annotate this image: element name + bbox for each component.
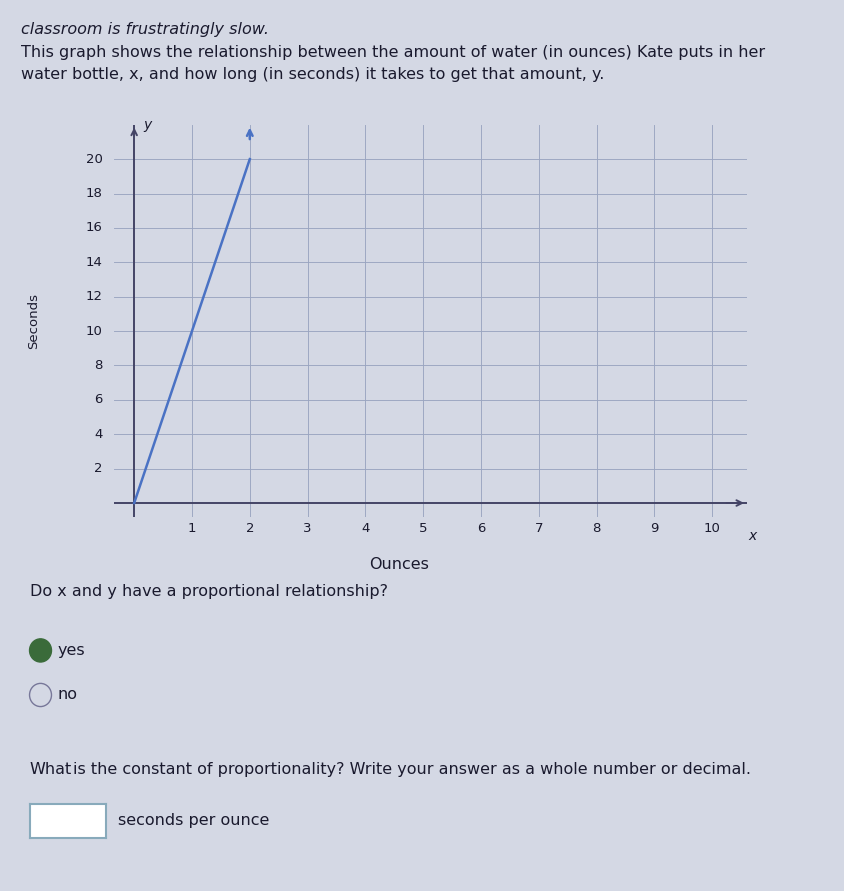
- Text: 4: 4: [361, 522, 370, 535]
- Text: 16: 16: [85, 221, 102, 234]
- Text: 6: 6: [477, 522, 485, 535]
- Text: 18: 18: [85, 187, 102, 200]
- Text: Do x and y have a proportional relationship?: Do x and y have a proportional relations…: [30, 584, 387, 599]
- Text: 5: 5: [419, 522, 427, 535]
- Text: 12: 12: [85, 290, 102, 303]
- Text: x: x: [749, 529, 757, 543]
- Text: Seconds: Seconds: [27, 293, 41, 348]
- Text: 8: 8: [592, 522, 601, 535]
- Circle shape: [30, 639, 51, 662]
- Text: 3: 3: [303, 522, 311, 535]
- Text: 6: 6: [94, 393, 102, 406]
- Text: What: What: [30, 762, 72, 777]
- Text: water bottle, x, and how long (in seconds) it takes to get that amount, y.: water bottle, x, and how long (in second…: [21, 67, 604, 82]
- Text: 1: 1: [187, 522, 197, 535]
- Text: 2: 2: [246, 522, 254, 535]
- Text: no: no: [57, 688, 78, 702]
- Text: 8: 8: [94, 359, 102, 372]
- Text: y: y: [143, 118, 151, 132]
- Text: yes: yes: [57, 643, 85, 658]
- Text: 10: 10: [85, 324, 102, 338]
- Text: is the constant of proportionality? Write your answer as a whole number or decim: is the constant of proportionality? Writ…: [73, 762, 751, 777]
- Text: classroom is frustratingly slow.: classroom is frustratingly slow.: [21, 22, 269, 37]
- Text: 20: 20: [85, 152, 102, 166]
- Circle shape: [30, 683, 51, 707]
- Text: This graph shows the relationship between the amount of water (in ounces) Kate p: This graph shows the relationship betwee…: [21, 45, 766, 60]
- Text: 7: 7: [534, 522, 543, 535]
- Text: 2: 2: [94, 462, 102, 475]
- Text: 14: 14: [85, 256, 102, 269]
- Text: seconds per ounce: seconds per ounce: [118, 813, 269, 828]
- Text: 4: 4: [94, 428, 102, 441]
- Text: Ounces: Ounces: [369, 557, 429, 572]
- Text: 10: 10: [704, 522, 721, 535]
- Text: 9: 9: [650, 522, 658, 535]
